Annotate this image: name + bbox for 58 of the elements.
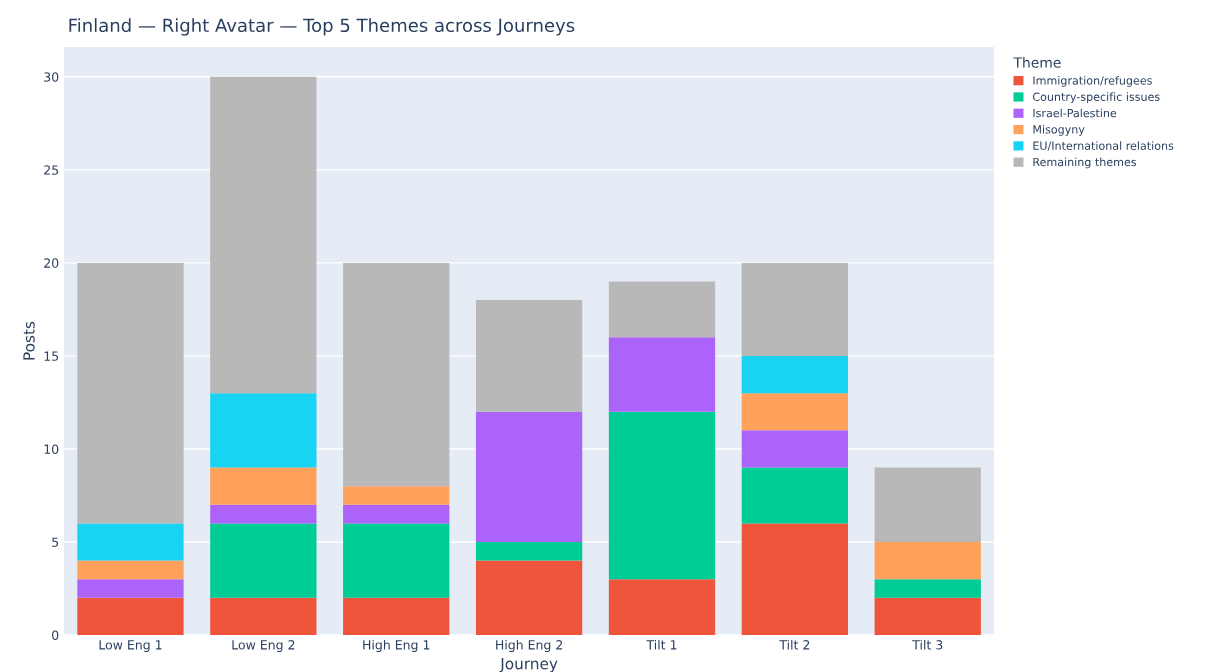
bar	[77, 597, 184, 636]
bar	[210, 597, 317, 636]
bar	[741, 355, 849, 394]
chart-title: Finland — Right Avatar — Top 5 Themes across Journeys	[69, 18, 575, 36]
bar	[77, 579, 184, 598]
bar	[475, 300, 583, 412]
bar	[343, 504, 450, 524]
y-tick-label: 5	[52, 537, 59, 547]
bar	[210, 76, 317, 394]
bar	[608, 411, 716, 580]
bar	[77, 523, 184, 561]
legend-label: Remaining themes	[1033, 157, 1137, 169]
bar	[741, 393, 849, 431]
bar	[210, 504, 317, 524]
bar	[874, 542, 981, 580]
bar	[874, 597, 981, 636]
bar	[608, 281, 716, 338]
bar	[210, 523, 317, 598]
y-tick-label: 0	[52, 630, 59, 640]
bar	[343, 523, 450, 598]
y-axis-title: Posts	[23, 321, 35, 360]
y-tick-label: 10	[44, 444, 59, 454]
y-tick-label: 25	[44, 165, 59, 175]
bar	[608, 337, 716, 412]
bar	[343, 597, 450, 636]
bar	[475, 411, 583, 542]
bar	[741, 430, 849, 468]
bar	[343, 262, 450, 487]
legend-label: Country-specific issues	[1033, 92, 1160, 104]
bar	[343, 486, 450, 505]
bar	[77, 262, 184, 524]
bar	[77, 560, 184, 580]
bar	[741, 262, 849, 356]
bar	[608, 579, 716, 636]
y-tick-label: 15	[44, 351, 59, 361]
x-axis-title: Journey	[499, 658, 558, 672]
bar	[741, 467, 849, 524]
x-tick-label: Tilt 3	[912, 639, 943, 650]
bar	[475, 542, 583, 561]
x-tick-label: High Eng 2	[496, 639, 563, 652]
bar	[475, 560, 583, 636]
bar	[210, 467, 317, 505]
y-tick-label: 20	[44, 258, 59, 268]
legend-title: Theme	[1013, 57, 1061, 68]
legend-label: Misogyny	[1033, 124, 1085, 136]
bar	[874, 579, 981, 598]
x-tick-label: Tilt 2	[779, 639, 810, 650]
y-tick-label: 30	[44, 72, 59, 82]
bar	[741, 523, 849, 636]
x-tick-label: Low Eng 1	[99, 640, 162, 652]
x-tick-label: Low Eng 2	[232, 640, 295, 652]
x-tick-label: Tilt 1	[646, 639, 677, 650]
legend-label: Immigration/refugees	[1033, 76, 1152, 87]
legend-label: Israel-Palestine	[1033, 108, 1117, 118]
bar	[874, 467, 981, 542]
bar	[210, 393, 317, 468]
x-tick-label: High Eng 1	[363, 639, 430, 652]
legend-label: EU/International relations	[1033, 141, 1174, 151]
